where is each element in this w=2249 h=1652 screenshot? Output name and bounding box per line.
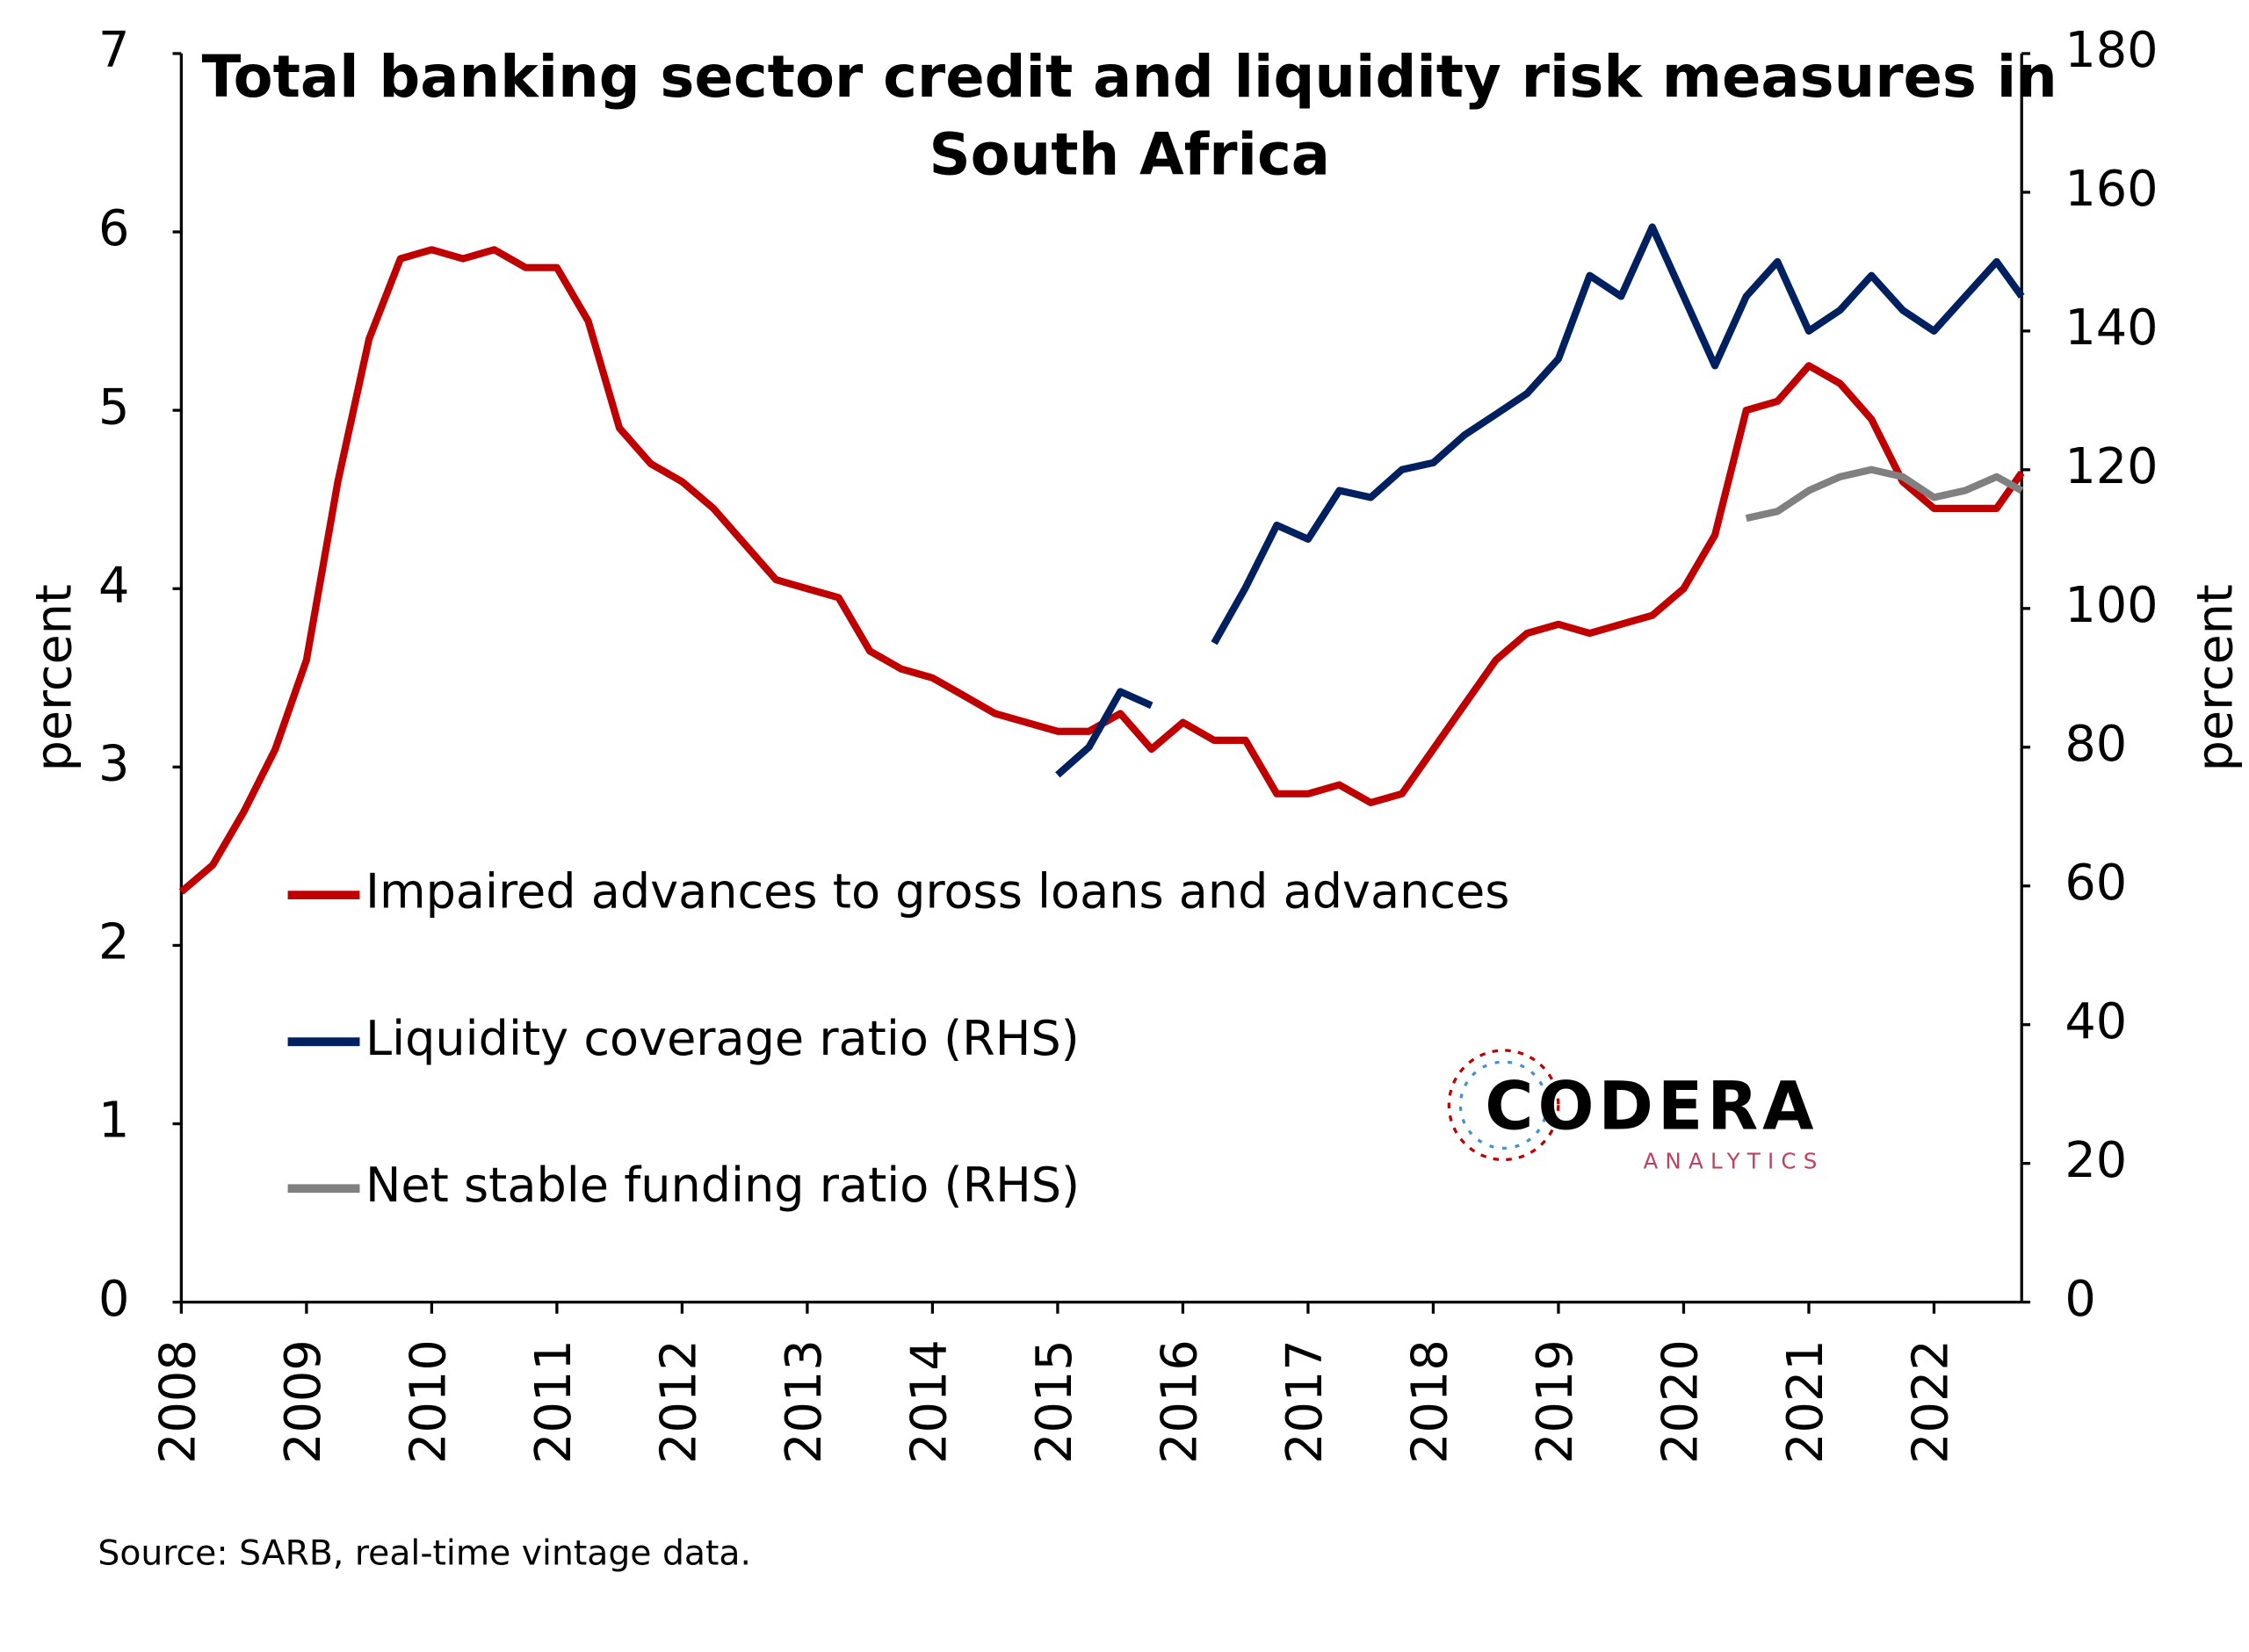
x-tick-label: 2017 [1276,1339,1334,1464]
y2-tick-label: 0 [2065,1271,2095,1328]
x-tick-label: 2015 [1026,1339,1083,1464]
x-tick-label: 2020 [1652,1339,1710,1464]
y2-tick-label: 100 [2065,577,2158,634]
y2-tick-label: 160 [2065,161,2158,218]
logo-name: CODERA [1485,1067,1818,1144]
y-tick-label: 4 [98,557,129,614]
x-tick-label: 2009 [275,1339,332,1464]
y2-tick-label: 80 [2065,716,2127,773]
x-tick-label: 2016 [1152,1339,1209,1464]
logo: CODERA ANALYTICS [1447,1049,1824,1174]
source-note: Source: SARB, real-time vintage data. [98,1533,751,1573]
y2-tick-label: 40 [2065,993,2127,1050]
y-tick-label: 0 [98,1271,129,1328]
y2-tick-label: 180 [2065,22,2158,79]
legend-label: Net stable funding ratio (RHS) [365,1158,1080,1213]
x-tick-label: 2011 [525,1339,582,1464]
logo-ring [1458,1060,1549,1151]
chart-title: South Africa [929,122,1330,189]
x-tick-label: 2014 [901,1339,958,1464]
y-tick-label: 7 [98,22,129,79]
logo-ring [1447,1049,1560,1162]
y-tick-label: 1 [98,1093,129,1150]
x-tick-label: 2012 [651,1339,708,1464]
x-tick-label: 2021 [1777,1339,1834,1464]
y2-tick-label: 60 [2065,855,2127,912]
y2-tick-label: 140 [2065,299,2158,357]
chart-title: Total banking sector credit and liquidit… [202,44,2057,111]
y-axis-label: percent [26,584,83,771]
logo-sub: ANALYTICS [1643,1149,1824,1174]
y2-tick-label: 120 [2065,438,2158,495]
legend-label: Liquidity coverage ratio (RHS) [365,1011,1080,1066]
y-tick-label: 3 [98,735,129,792]
series-line [1055,223,2025,778]
x-tick-label: 2019 [1527,1339,1584,1464]
x-tick-label: 2010 [401,1339,458,1464]
x-tick-label: 2018 [1402,1339,1459,1464]
series-line [178,246,2025,895]
y-tick-label: 6 [98,200,129,257]
x-tick-label: 2013 [776,1339,833,1464]
y2-axis-label: percent [2188,584,2245,771]
x-tick-label: 2022 [1903,1339,1960,1464]
y-tick-label: 5 [98,379,129,436]
y-tick-label: 2 [98,914,129,971]
legend-label: Impaired advances to gross loans and adv… [365,864,1509,920]
series-line [1745,465,2024,523]
x-tick-label: 2008 [150,1339,207,1464]
y2-tick-label: 20 [2065,1132,2127,1189]
